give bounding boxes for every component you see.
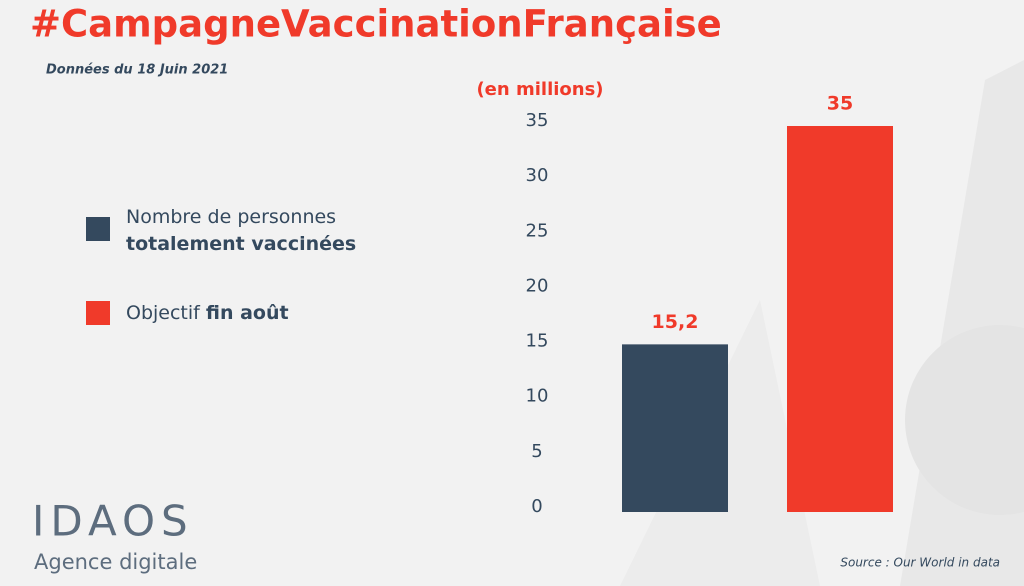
bar xyxy=(622,344,728,512)
legend-label: Nombre de personnes totalement vaccinées xyxy=(126,206,356,255)
y-tick-label: 35 xyxy=(526,110,549,131)
legend-label-part: Objectif xyxy=(126,302,201,324)
y-axis-label: (en millions) xyxy=(476,79,603,100)
legend-label-part: totalement vaccinées xyxy=(126,233,356,255)
y-tick-label: 30 xyxy=(526,165,549,186)
y-tick-label: 5 xyxy=(531,441,542,462)
y-tick-label: 25 xyxy=(526,220,549,241)
legend-label-part: fin août xyxy=(206,302,289,324)
legend-swatch xyxy=(86,217,110,241)
decor-circle xyxy=(905,325,1024,515)
legend-label-part: Nombre de personnes xyxy=(126,206,336,228)
chart-title: #CampagneVaccinationFrançaise xyxy=(30,3,722,46)
y-tick-label: 0 xyxy=(531,496,542,517)
value-label: 35 xyxy=(827,93,853,115)
chart-subtitle: Données du 18 Juin 2021 xyxy=(46,63,228,78)
y-tick-label: 20 xyxy=(526,275,549,296)
logo: IDAOS xyxy=(32,497,194,546)
legend-swatch xyxy=(86,301,110,325)
value-label: 15,2 xyxy=(652,311,699,333)
tagline: Agence digitale xyxy=(34,550,197,574)
y-tick-label: 15 xyxy=(526,331,549,352)
legend-label: Objectif fin août xyxy=(126,302,289,324)
y-tick-label: 10 xyxy=(526,386,549,407)
source: Source : Our World in data xyxy=(840,556,1000,570)
bar xyxy=(787,126,893,512)
